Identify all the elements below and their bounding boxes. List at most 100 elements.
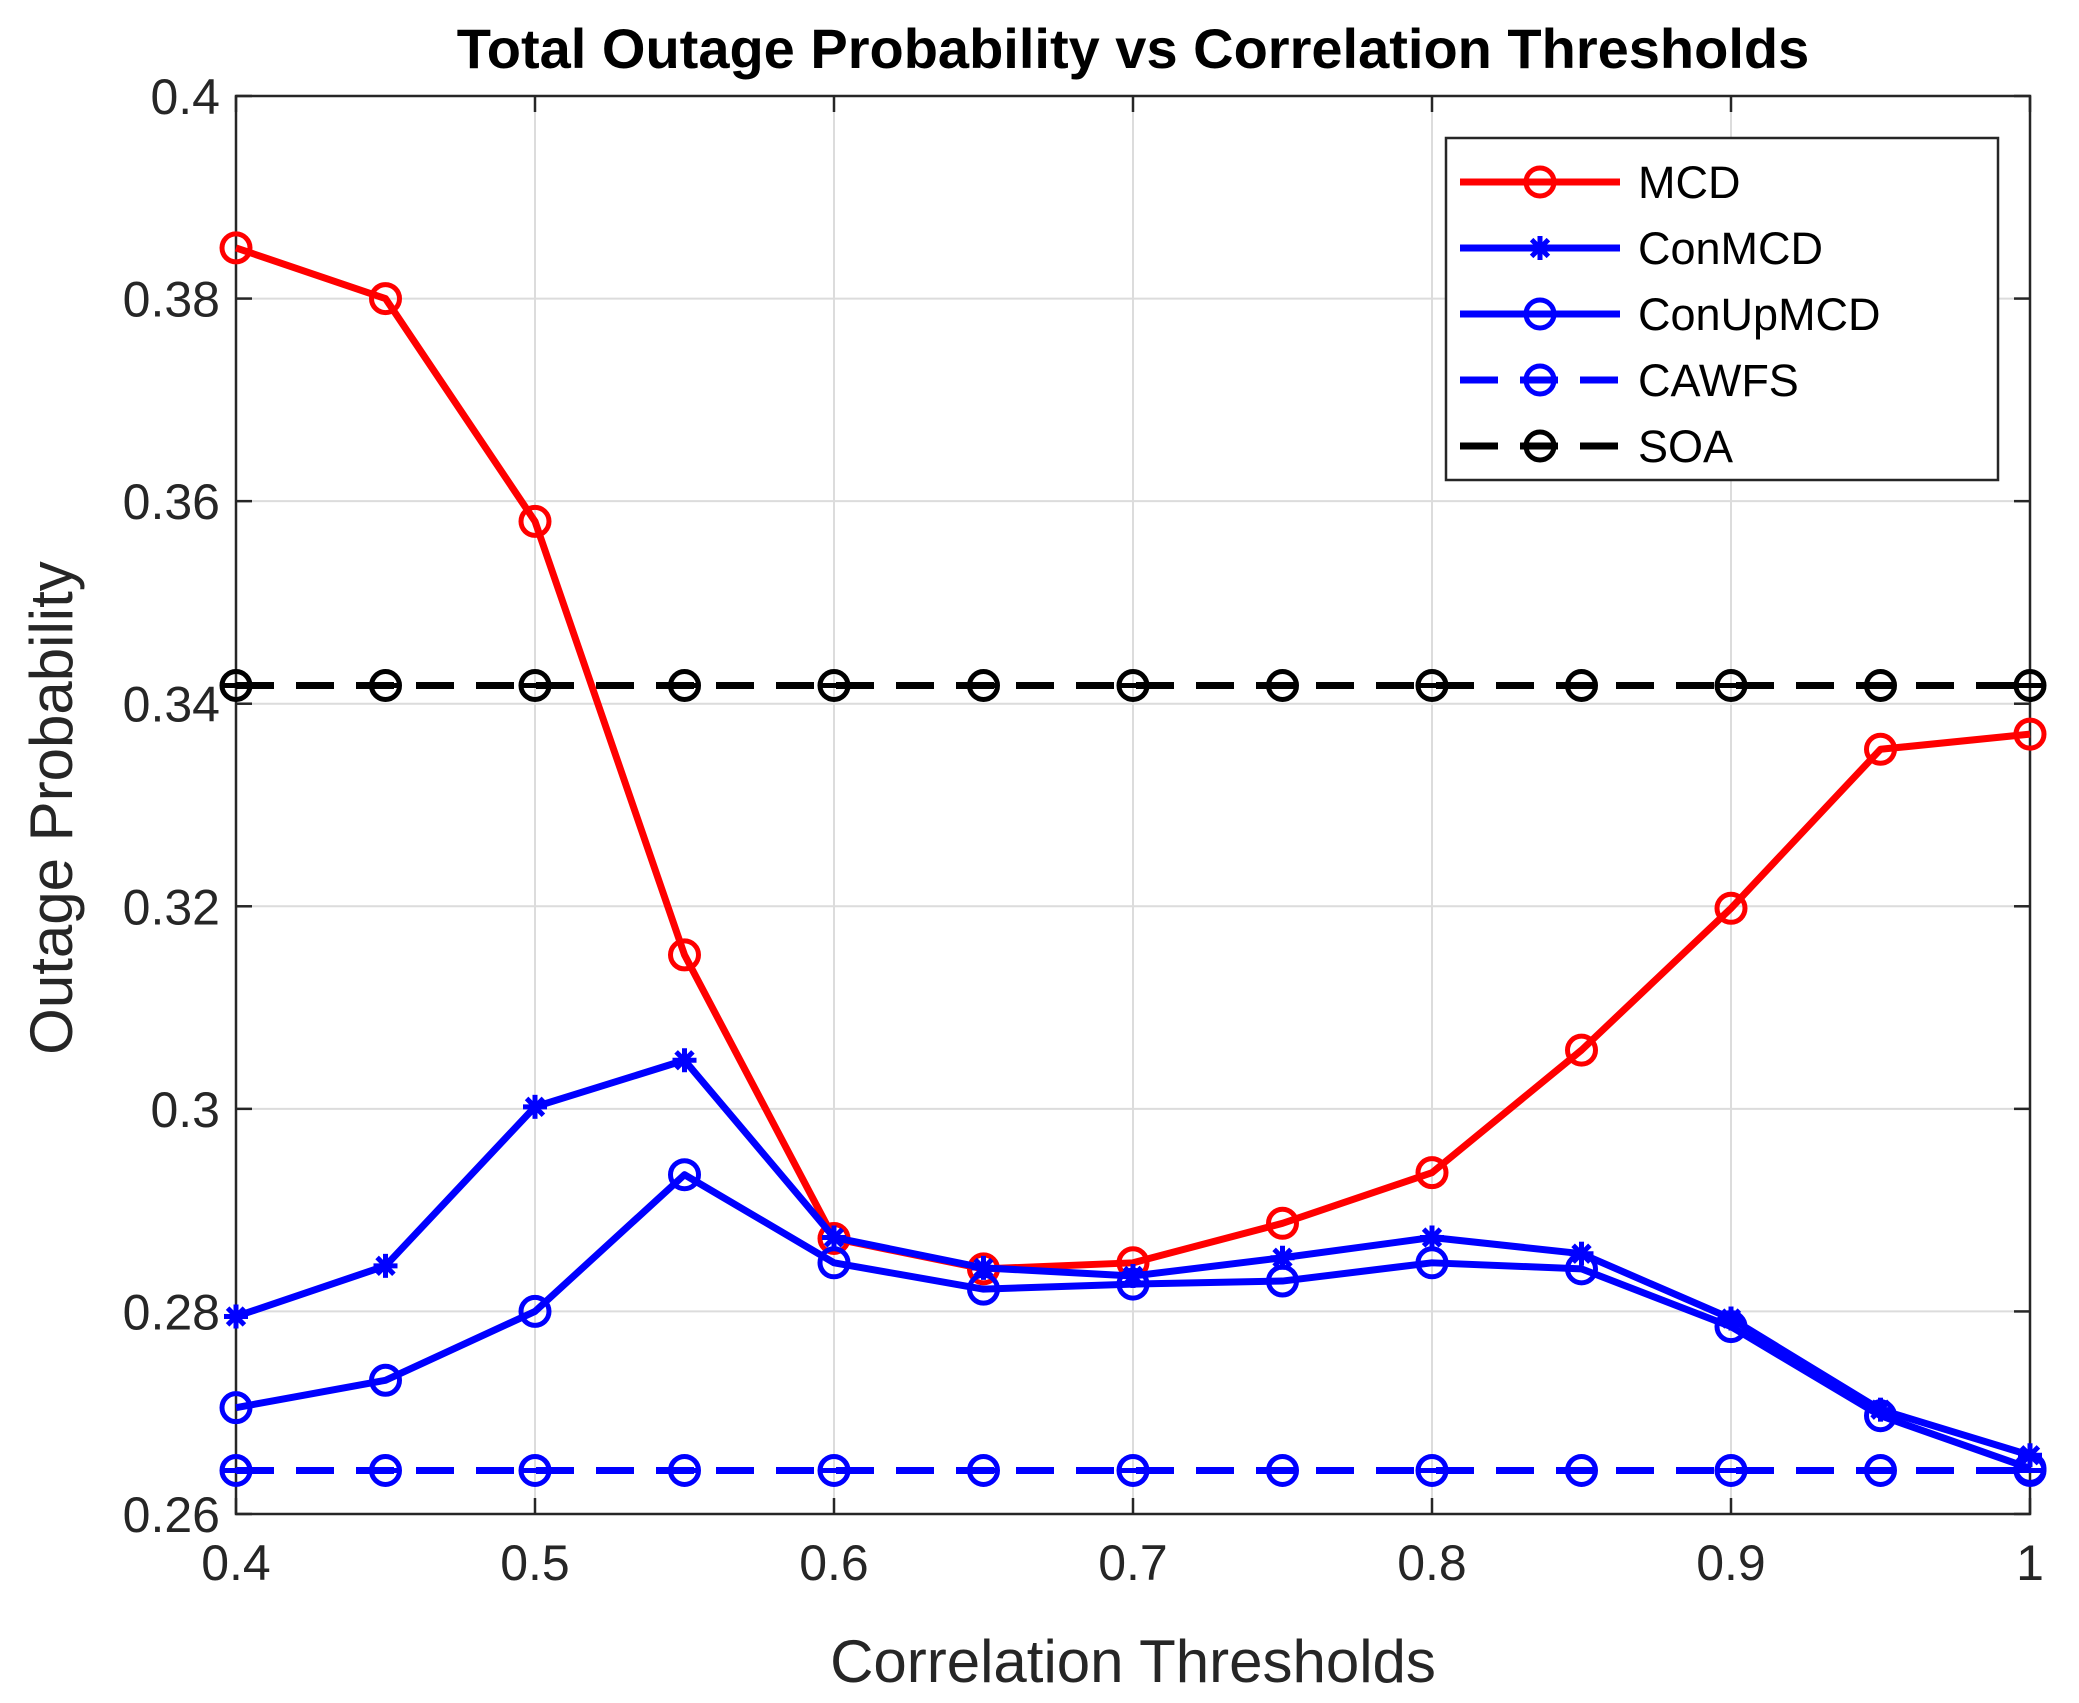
data-point-soa [369, 668, 402, 702]
marker-circle [1864, 1453, 1897, 1487]
data-point-cawfs [668, 1453, 701, 1487]
legend-entries: MCD ConMCD ConUpMCD CAWFS SOA [1460, 157, 1881, 472]
marker-circle [668, 1453, 701, 1487]
marker-circle [817, 668, 851, 702]
legend-marker-mcd [1523, 165, 1557, 199]
marker-circle [668, 938, 701, 972]
x-tick-label: 0.6 [799, 1535, 869, 1591]
axis-ticks: 0.4 0.5 0.6 0.7 0.8 0.9 1 0.26 0.28 0.3 0.32 0.34 0.… [123, 69, 2044, 1591]
marker-circle [668, 668, 701, 702]
legend-marker-soa [1523, 429, 1557, 463]
data-point-conmcd [1719, 1306, 1743, 1331]
y-axis-label: Outage Probability [18, 561, 85, 1055]
marker-stroke [2019, 1445, 2041, 1466]
y-tick-label: 0.36 [123, 474, 220, 530]
y-tick-label: 0.3 [150, 1082, 220, 1138]
x-tick-label: 0.4 [201, 1535, 271, 1591]
marker-circle [219, 1453, 253, 1487]
data-point-mcd [668, 938, 701, 972]
data-point-conupmcd [668, 1158, 701, 1192]
data-point-mcd [518, 504, 552, 538]
y-tick-label: 0.28 [123, 1284, 220, 1340]
marker-circle [668, 1158, 701, 1192]
data-point-conmcd [971, 1255, 996, 1280]
data-point-mcd [2013, 717, 2047, 751]
legend-entry-conupmcd: ConUpMCD [1460, 289, 1881, 340]
marker-circle [1864, 668, 1897, 702]
data-point-conmcd [1420, 1225, 1444, 1250]
data-point-conmcd [822, 1225, 846, 1250]
data-point-cawfs [1565, 1453, 1598, 1487]
marker-circle [1565, 1453, 1598, 1487]
marker-circle [1523, 297, 1557, 331]
data-point-conmcd [2018, 1443, 2042, 1468]
data-point-mcd [369, 282, 402, 316]
series-cawfs [219, 1453, 2047, 1487]
marker-circle [1266, 1206, 1299, 1240]
data-point-soa [668, 668, 701, 702]
marker-stroke [1720, 1308, 1742, 1329]
series-layer [219, 231, 2047, 1487]
legend-label-conupmcd: ConUpMCD [1638, 289, 1881, 340]
data-point-conmcd [373, 1253, 398, 1278]
marker-circle [1266, 668, 1299, 702]
marker-circle [1415, 1453, 1449, 1487]
marker-circle [967, 668, 1000, 702]
marker-circle [1523, 363, 1557, 397]
data-point-soa [1116, 668, 1150, 702]
x-tick-label: 0.5 [500, 1535, 570, 1591]
marker-circle [1266, 1453, 1299, 1487]
data-point-conmcd [224, 1304, 248, 1329]
marker-circle [967, 1453, 1000, 1487]
data-point-cawfs [1116, 1453, 1150, 1487]
x-tick-label: 0.8 [1397, 1535, 1467, 1591]
y-tick-label: 0.32 [123, 879, 220, 935]
data-point-mcd [219, 231, 253, 265]
series-conmcd [224, 1048, 2042, 1468]
data-point-soa [1266, 668, 1299, 702]
data-point-cawfs [369, 1453, 402, 1487]
marker-circle [817, 1453, 851, 1487]
marker-circle [1116, 668, 1150, 702]
marker-circle [2013, 717, 2047, 751]
data-point-cawfs [518, 1453, 552, 1487]
data-point-soa [219, 668, 253, 702]
marker-stroke [524, 1096, 546, 1117]
legend-marker-cawfs [1523, 363, 1557, 397]
marker-stroke [973, 1257, 994, 1279]
data-point-cawfs [1864, 1453, 1897, 1487]
marker-circle [219, 231, 253, 265]
data-point-soa [518, 668, 552, 702]
data-point-soa [1415, 668, 1449, 702]
data-point-mcd [1714, 891, 1748, 925]
chart-title: Total Outage Probability vs Correlation … [457, 17, 1810, 80]
marker-stroke [1571, 1243, 1592, 1264]
data-point-conmcd [1121, 1263, 1145, 1288]
data-point-soa [817, 668, 851, 702]
marker-circle [1116, 1453, 1150, 1487]
data-point-soa [967, 668, 1000, 702]
legend-entry-conmcd: ConMCD [1460, 223, 1823, 274]
data-point-conupmcd [518, 1294, 552, 1328]
data-point-conmcd [672, 1048, 697, 1073]
marker-stroke [823, 1227, 845, 1248]
legend-label-mcd: MCD [1638, 157, 1740, 208]
marker-circle [1714, 891, 1748, 925]
data-point-cawfs [1415, 1453, 1449, 1487]
marker-circle [1864, 732, 1897, 766]
data-point-cawfs [219, 1453, 253, 1487]
marker-circle [369, 668, 402, 702]
marker-circle [219, 1391, 253, 1425]
data-point-soa [1565, 668, 1598, 702]
legend-label-cawfs: CAWFS [1638, 355, 1799, 406]
data-point-soa [1714, 668, 1748, 702]
data-point-conmcd [523, 1094, 547, 1119]
data-point-mcd [1266, 1206, 1299, 1240]
legend-entry-soa: SOA [1460, 421, 1733, 472]
marker-stroke [1529, 237, 1551, 259]
marker-circle [369, 282, 402, 316]
marker-stroke [674, 1050, 695, 1071]
data-point-mcd [1565, 1033, 1598, 1067]
data-point-soa [1864, 668, 1897, 702]
